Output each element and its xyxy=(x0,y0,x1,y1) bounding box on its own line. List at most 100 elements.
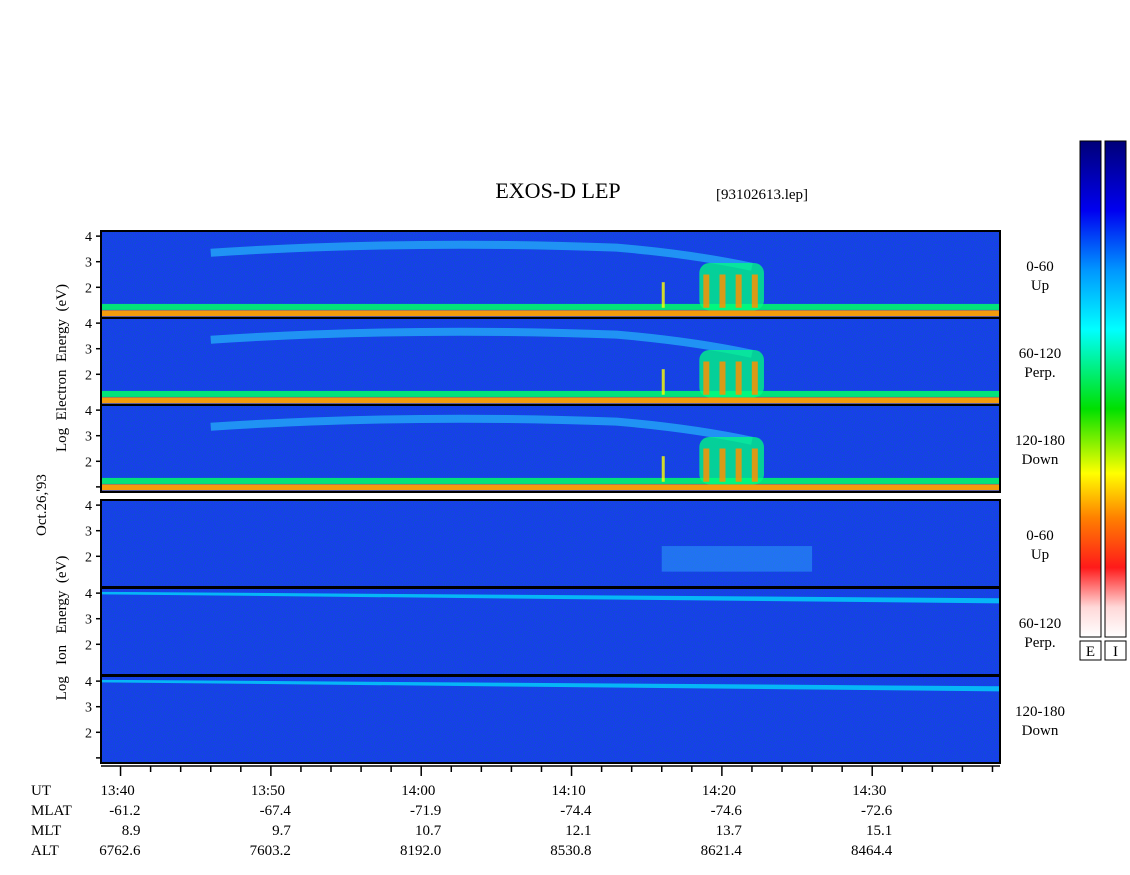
panel-noise xyxy=(101,588,1000,675)
energy-tick-label: 4 xyxy=(85,404,92,419)
energy-tick-label: 2 xyxy=(85,368,92,383)
pitch-angle-label: 120-180 xyxy=(1015,433,1065,449)
ion-high-energy-band xyxy=(101,591,1000,604)
burst-streak xyxy=(703,361,710,395)
burst-streak xyxy=(719,448,726,482)
low-energy-band-orange xyxy=(101,397,1000,404)
low-energy-band-green xyxy=(101,303,1000,310)
low-energy-band-orange xyxy=(101,484,1000,491)
energy-tick-label: 3 xyxy=(85,256,92,271)
burst-streak xyxy=(735,274,742,308)
direction-label: Down xyxy=(1022,723,1059,739)
energy-tick-label: 4 xyxy=(85,675,92,690)
direction-label: Perp. xyxy=(1024,635,1055,651)
burst-streak xyxy=(719,361,726,395)
panel-ion-1: 4 3 2 60-120 Perp. xyxy=(85,587,1062,676)
ephemeris-value-mlt: 12.1 xyxy=(565,823,591,839)
burst-precursor xyxy=(661,456,665,482)
ephemeris-value-mlat: -61.2 xyxy=(109,803,140,819)
ion-colorbar: I xyxy=(1104,140,1127,661)
ephemeris-value-mlt: 9.7 xyxy=(272,823,291,839)
burst-streak xyxy=(751,361,758,395)
ephemeris-value-mlt: 15.1 xyxy=(866,823,892,839)
ephemeris-value-mlat: -67.4 xyxy=(260,803,292,819)
ephemeris-value-mlat: -74.4 xyxy=(560,803,592,819)
energy-tick-label: 2 xyxy=(85,281,92,296)
panel-electron-1: 4 3 2 60-120 Perp. xyxy=(85,317,1062,406)
energy-tick-label: 2 xyxy=(85,455,92,470)
energy-tick-label: 3 xyxy=(85,613,92,628)
burst-streak xyxy=(751,448,758,482)
diffuse-band xyxy=(210,327,753,358)
panel-frame xyxy=(100,675,1001,764)
ion-energy-axis-label: Log Ion Energy (eV) xyxy=(54,556,70,701)
ephemeris-value-mlt: 10.7 xyxy=(415,823,442,839)
burst-streak xyxy=(703,448,710,482)
energy-tick-label: 3 xyxy=(85,701,92,716)
energy-tick-label: 4 xyxy=(85,587,92,602)
time-tick-label: 14:00 xyxy=(401,783,435,799)
burst-streak xyxy=(735,361,742,395)
burst-streak xyxy=(703,274,710,308)
energy-tick-label: 3 xyxy=(85,343,92,358)
panel-frame xyxy=(100,404,1001,493)
time-tick-label: 14:10 xyxy=(552,783,586,799)
ephemeris-value-alt: 7603.2 xyxy=(250,843,291,859)
energy-tick-label: 4 xyxy=(85,499,92,514)
panel-noise xyxy=(101,500,1000,587)
energy-tick-label: 3 xyxy=(85,430,92,445)
time-axis xyxy=(101,765,1000,776)
time-tick-label: 13:40 xyxy=(101,783,135,799)
time-tick-label: 14:20 xyxy=(702,783,736,799)
energy-tick-label: 4 xyxy=(85,230,92,245)
panel-ion-2: 4 3 2 120-180 Down xyxy=(85,675,1065,764)
ephemeris-row-label: MLT xyxy=(31,823,61,839)
low-energy-band-orange xyxy=(101,310,1000,317)
burst-precursor xyxy=(661,369,665,395)
colorbar-label-e: E xyxy=(1086,644,1095,660)
spectrogram-panels: 4 3 2 0-60 Up 4 3 2 60-120 Perp. 4 3 2 120-180 Down 4 3 2… xyxy=(85,230,1065,764)
precipitation-burst xyxy=(699,262,764,311)
ephemeris-value-alt: 8530.8 xyxy=(550,843,591,859)
burst-streak xyxy=(751,274,758,308)
ephemeris-value-alt: 8621.4 xyxy=(701,843,743,859)
burst-streak xyxy=(719,274,726,308)
pitch-angle-label: 60-120 xyxy=(1019,346,1062,362)
low-energy-band-green xyxy=(101,477,1000,484)
pitch-angle-label: 0-60 xyxy=(1026,528,1054,544)
energy-tick-label: 4 xyxy=(85,317,92,332)
electron-colorbar: E xyxy=(1079,140,1102,661)
burst-streak xyxy=(735,448,742,482)
ephemeris-value-mlat: -74.6 xyxy=(711,803,743,819)
ion-high-energy-band xyxy=(101,679,1000,692)
panel-ion-0: 4 3 2 0-60 Up xyxy=(85,499,1054,588)
panel-electron-0: 4 3 2 0-60 Up xyxy=(85,230,1054,319)
precipitation-burst xyxy=(699,349,764,398)
ephemeris-row-label: MLAT xyxy=(31,803,72,819)
direction-label: Perp. xyxy=(1024,365,1055,381)
figure-title: EXOS-D LEP xyxy=(495,178,620,203)
date-label: Oct.26,'93 xyxy=(34,474,50,536)
burst-precursor xyxy=(661,282,665,308)
ephemeris-value-alt: 6762.6 xyxy=(99,843,141,859)
energy-tick-label: 2 xyxy=(85,638,92,653)
time-tick-label: 14:30 xyxy=(852,783,886,799)
energy-tick-label: 2 xyxy=(85,550,92,565)
colorbar-label-i: I xyxy=(1113,644,1118,660)
ephemeris-row-label: ALT xyxy=(31,843,59,859)
diffuse-band xyxy=(210,240,753,271)
direction-label: Up xyxy=(1031,547,1049,563)
direction-label: Down xyxy=(1022,452,1059,468)
pitch-angle-label: 60-120 xyxy=(1019,616,1062,632)
precipitation-burst xyxy=(699,436,764,485)
pitch-angle-label: 0-60 xyxy=(1026,259,1054,275)
ion-burst xyxy=(661,546,813,572)
panel-noise xyxy=(101,676,1000,763)
energy-tick-label: 2 xyxy=(85,726,92,741)
ephemeris-value-alt: 8192.0 xyxy=(400,843,441,859)
diffuse-band xyxy=(210,414,753,445)
ephemeris-value-mlt: 8.9 xyxy=(122,823,141,839)
file-label: [93102613.lep] xyxy=(716,187,808,203)
direction-label: Up xyxy=(1031,278,1049,294)
